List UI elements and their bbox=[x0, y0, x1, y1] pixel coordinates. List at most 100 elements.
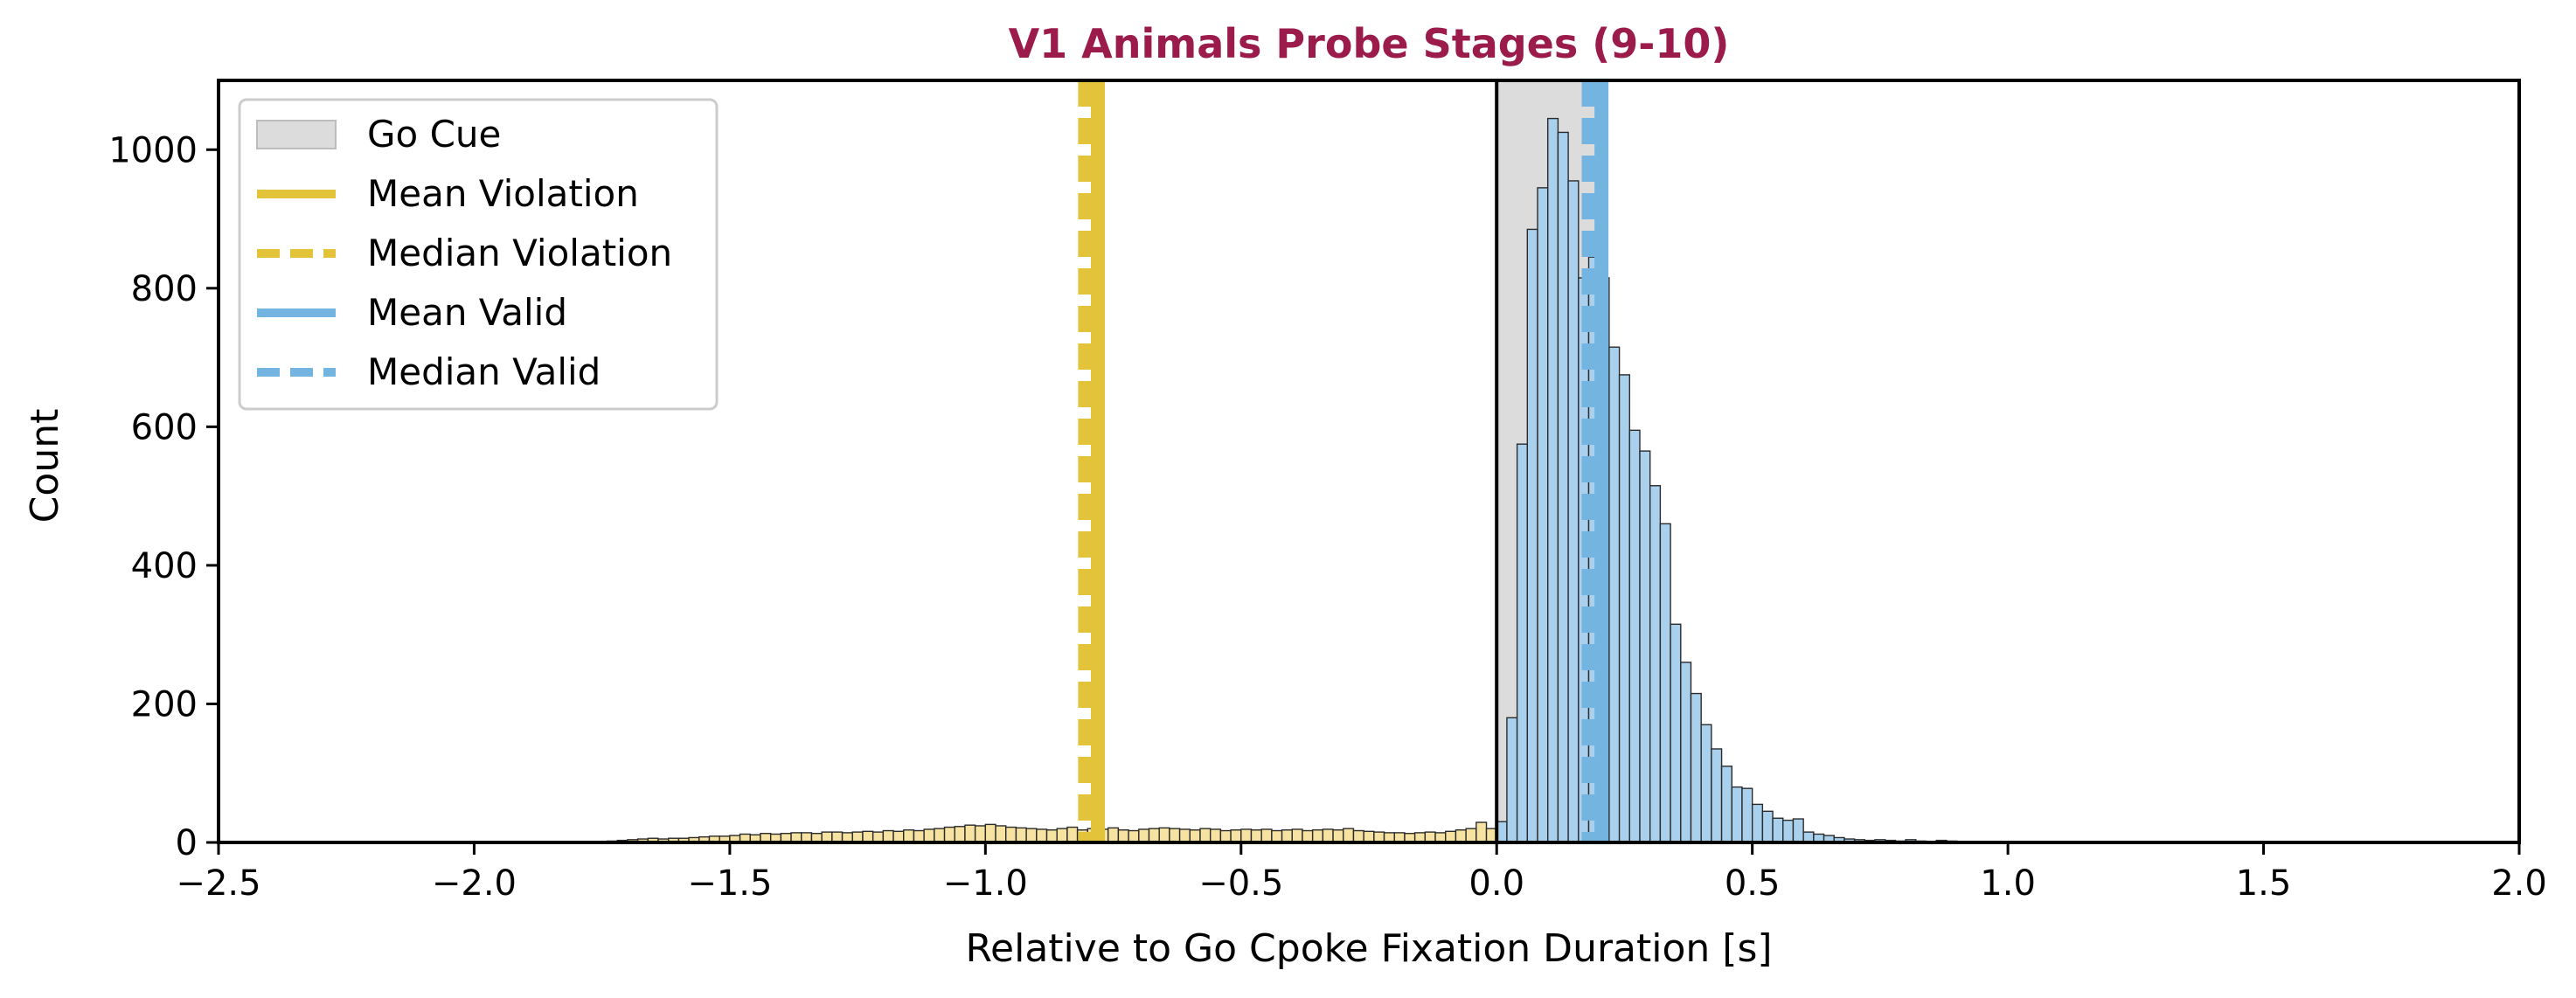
histogram-bar bbox=[1199, 828, 1212, 843]
histogram-bar bbox=[1782, 819, 1795, 843]
histogram-bar bbox=[1148, 828, 1160, 843]
legend-label: Median Valid bbox=[367, 350, 601, 393]
histogram-bar bbox=[1291, 828, 1303, 843]
plot-frame bbox=[217, 79, 2521, 844]
histogram-bar bbox=[1240, 828, 1253, 843]
x-tick-label: −1.0 bbox=[943, 863, 1028, 904]
histogram-bar bbox=[1628, 429, 1641, 843]
y-tick-label: 200 bbox=[131, 684, 198, 724]
histogram-bar bbox=[995, 825, 1007, 843]
histogram-bar bbox=[943, 826, 955, 843]
chart-title: V1 Animals Probe Stages (9-10) bbox=[1009, 20, 1730, 67]
legend-item: Mean Violation bbox=[257, 172, 639, 215]
y-tick-label: 0 bbox=[176, 823, 198, 863]
histogram-bar bbox=[1455, 829, 1467, 843]
y-tick-label: 600 bbox=[131, 407, 198, 447]
histogram-bar bbox=[1557, 131, 1569, 843]
legend-swatch bbox=[256, 120, 337, 149]
histogram-bar bbox=[1711, 748, 1723, 843]
x-tick-label: −2.5 bbox=[176, 863, 260, 904]
histogram-bar bbox=[1117, 829, 1129, 843]
histogram-bar bbox=[1271, 829, 1283, 843]
histogram-bar bbox=[1608, 346, 1621, 843]
histogram-bar bbox=[1322, 828, 1334, 843]
histogram-bar bbox=[1169, 828, 1181, 843]
legend-label: Mean Valid bbox=[367, 291, 567, 334]
x-tick-label: 2.0 bbox=[2491, 863, 2547, 904]
histogram-bar bbox=[1343, 828, 1355, 843]
histogram-bar bbox=[913, 829, 925, 843]
y-tick-label: 1000 bbox=[108, 130, 198, 170]
histogram-bar bbox=[1680, 662, 1692, 843]
histogram-bar bbox=[1720, 766, 1732, 843]
legend-box bbox=[238, 98, 719, 411]
legend-item: Median Violation bbox=[257, 232, 672, 274]
histogram-bar bbox=[1567, 180, 1580, 843]
histogram-bar bbox=[1250, 829, 1262, 843]
histogram-bar bbox=[1751, 803, 1764, 843]
histogram-bar bbox=[1537, 187, 1549, 843]
legend-item: Median Valid bbox=[257, 350, 601, 393]
histogram-bar bbox=[923, 828, 935, 843]
histogram-bar bbox=[1700, 724, 1712, 843]
histogram-bar bbox=[1015, 827, 1027, 843]
legend-label: Median Violation bbox=[367, 232, 672, 274]
histogram-bar bbox=[934, 828, 946, 843]
x-tick-label: 0.0 bbox=[1469, 863, 1524, 904]
legend-label: Mean Violation bbox=[367, 172, 639, 215]
histogram-bar bbox=[1731, 786, 1743, 843]
histogram-bar bbox=[1230, 829, 1242, 843]
histogram-bar bbox=[1209, 828, 1222, 843]
axes: −2.5 −2.0 −1.5 −1.0 −0.5 0.0 0.5 1.0 1.5 2.0 0 200 4… bbox=[108, 79, 2547, 904]
histogram-bar bbox=[1618, 374, 1630, 843]
histogram-bar bbox=[1045, 829, 1058, 843]
legend-item: Mean Valid bbox=[257, 291, 567, 334]
legend: Go Cue Mean Violation Median Violation Mean… bbox=[238, 98, 719, 411]
histogram-bar bbox=[1639, 450, 1651, 843]
x-tick-label: 1.0 bbox=[1980, 863, 2036, 904]
histogram-bar bbox=[1332, 829, 1344, 843]
histogram-bar bbox=[1792, 818, 1804, 843]
series-violation bbox=[575, 821, 1497, 843]
histogram-bar bbox=[1066, 826, 1079, 843]
plot-area bbox=[575, 80, 2152, 843]
histogram-bar bbox=[1352, 829, 1364, 843]
x-tick-label: −2.0 bbox=[432, 863, 517, 904]
histogram-bar bbox=[964, 824, 976, 843]
histogram-bar bbox=[1260, 828, 1273, 843]
histogram-bar bbox=[882, 829, 894, 843]
histogram-bar bbox=[1670, 623, 1682, 843]
histogram-bar bbox=[1036, 828, 1048, 843]
histogram-bar bbox=[1189, 829, 1201, 843]
y-axis-title: Count bbox=[23, 409, 67, 523]
histogram-bar bbox=[1302, 829, 1314, 843]
x-axis-title: Relative to Go Cpoke Fixation Duration [… bbox=[965, 926, 1772, 971]
histogram-bar bbox=[1465, 828, 1477, 843]
histogram-bar bbox=[1005, 826, 1017, 843]
y-tick-label: 800 bbox=[131, 269, 198, 309]
histogram-bar bbox=[1547, 117, 1559, 843]
histogram-bar bbox=[1025, 828, 1038, 843]
legend-item: Go Cue bbox=[256, 113, 501, 156]
histogram-bar bbox=[974, 825, 987, 843]
histogram-bar bbox=[1475, 821, 1488, 843]
histogram-bar bbox=[1107, 827, 1120, 843]
histogram-bar bbox=[903, 829, 915, 843]
x-tick-label: −1.5 bbox=[687, 863, 772, 904]
histogram-bar bbox=[1138, 828, 1150, 843]
histogram-bar bbox=[1761, 810, 1774, 843]
histogram-bar bbox=[1741, 787, 1753, 843]
x-tick-label: 1.5 bbox=[2236, 863, 2292, 904]
histogram-bar bbox=[1178, 828, 1191, 843]
histogram-bar bbox=[1128, 829, 1140, 843]
histogram-bar bbox=[1659, 523, 1671, 843]
histogram-bar bbox=[1526, 228, 1538, 843]
histogram-bar bbox=[1281, 829, 1293, 843]
histogram-bar bbox=[1056, 828, 1068, 843]
legend-label: Go Cue bbox=[367, 113, 501, 156]
histogram-bar bbox=[1690, 692, 1702, 843]
histogram-bar bbox=[1772, 817, 1784, 843]
histogram-bar bbox=[1311, 829, 1324, 843]
histogram-bar bbox=[954, 826, 966, 843]
